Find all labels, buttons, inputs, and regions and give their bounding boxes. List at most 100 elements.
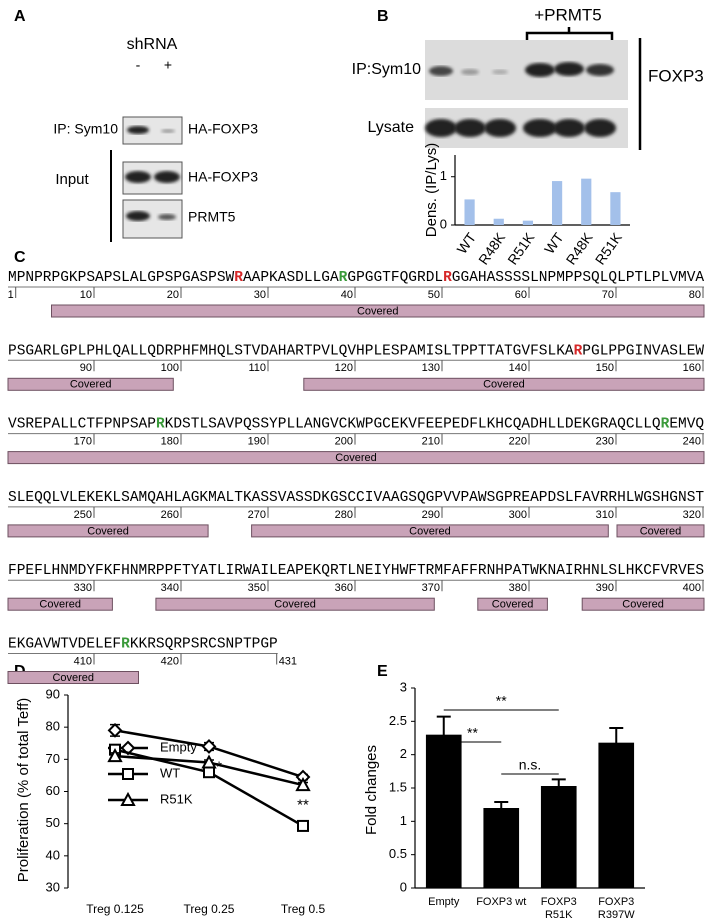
- ruler-label: 160: [683, 362, 701, 374]
- ip-label: IP: Sym10: [53, 121, 118, 137]
- blot: [122, 116, 183, 145]
- ruler-label: 330: [74, 582, 92, 594]
- residue-run: PGLPPGINVASLEW: [582, 343, 704, 359]
- residue-run: AAPKASDLLGA: [243, 270, 339, 286]
- marker: [201, 754, 217, 769]
- sequence: SLEQQLVLEKEKLSAMQAHLAGKMALTKASSVASSDKGSC…: [8, 490, 704, 506]
- sequence: PSGARLGPLPHLQALLQDRPHFMHQLSTVDAHARTPVLQV…: [8, 343, 704, 359]
- bar: [493, 218, 504, 225]
- residue-run: R: [661, 416, 670, 432]
- ruler-label: 80: [689, 289, 701, 301]
- marker: [201, 739, 217, 754]
- panel-label: B: [377, 8, 389, 25]
- covered-bar: [7, 524, 209, 538]
- covered-bar: [251, 524, 609, 538]
- ruler-label: 150: [596, 362, 614, 374]
- ruler-label: 290: [422, 509, 440, 521]
- bar: [581, 178, 592, 225]
- legend-marker: [120, 791, 136, 806]
- ruler-label: 240: [683, 436, 701, 448]
- y-tick-label: 90: [46, 686, 60, 701]
- ruler-label: 50: [428, 289, 440, 301]
- panel-label: A: [14, 8, 26, 25]
- bar: [598, 742, 635, 888]
- y-tick-label: 0.5: [389, 846, 407, 861]
- ruler-label: 130: [422, 362, 440, 374]
- residue-run: GGAHASSSSLNPMPPSQLQLPTLPLVMVA: [452, 270, 705, 286]
- x-tick-label: Treg 0.25: [184, 902, 235, 916]
- covered-bar: [7, 597, 113, 611]
- y-axis-label: Proliferation (% of total Teff): [15, 698, 32, 883]
- x-tick-label: Treg 0.125: [86, 902, 144, 916]
- ruler-label: 310: [596, 509, 614, 521]
- residue-run: MPNPRPGKPSAPSLALGPSPGASPSW: [8, 270, 235, 286]
- ruler-label: 431: [279, 655, 297, 667]
- y-tick-label: 3: [400, 679, 407, 694]
- ruler-label: 110: [248, 362, 266, 374]
- legend-label: WT: [160, 765, 180, 780]
- ruler-label: 20: [167, 289, 179, 301]
- ruler-label: 280: [335, 509, 353, 521]
- ruler-label: 300: [509, 509, 527, 521]
- y-tick-label: 2: [400, 746, 407, 761]
- marker: [203, 766, 215, 779]
- x-tick-label: Empty: [428, 896, 460, 908]
- y-axis-label: Fold changes: [363, 745, 380, 835]
- marker: [107, 748, 123, 763]
- x-tick-label: R48K: [563, 229, 597, 267]
- x-tick-label: R48K: [475, 229, 509, 267]
- residue-run: PSGARLGPLPHLQALLQDRPHFMHQLSTVDAHARTPVLQV…: [8, 343, 574, 359]
- blot: [425, 40, 628, 100]
- ruler-label: 260: [161, 509, 179, 521]
- covered-label: Covered: [274, 599, 316, 611]
- legend-marker: [122, 768, 134, 780]
- ruler-label: 350: [248, 582, 266, 594]
- ruler-label: 100: [161, 362, 179, 374]
- covered-bar: [51, 304, 705, 318]
- residue-run: R: [339, 270, 348, 286]
- residue-run: EKGAVWTVDELEF: [8, 636, 121, 652]
- covered-label: Covered: [409, 525, 451, 537]
- panel-label: E: [377, 663, 388, 680]
- x-tick-label: WT: [453, 229, 479, 256]
- ruler-label: 140: [509, 362, 527, 374]
- ruler-label: 210: [422, 436, 440, 448]
- lane-label: -: [136, 57, 141, 73]
- annotation: *: [216, 758, 222, 775]
- shrna-header: shRNA: [127, 36, 178, 53]
- significance-label: **: [496, 693, 507, 709]
- error-bar: [609, 727, 624, 758]
- significance-label: n.s.: [519, 757, 542, 773]
- x-tick-label: WT: [541, 229, 567, 256]
- y-tick-label: 1: [400, 813, 407, 828]
- x-tick-label: Treg 0.5: [281, 902, 326, 916]
- residue-run: R: [121, 636, 130, 652]
- ruler-label: 410: [74, 655, 92, 667]
- ruler-label: 230: [596, 436, 614, 448]
- covered-bar: [155, 597, 435, 611]
- covered-label: Covered: [357, 305, 399, 317]
- ruler-label: 170: [74, 436, 92, 448]
- covered-label: Covered: [70, 379, 112, 391]
- residue-run: KKRSQRPSRCSNPTPGP: [130, 636, 278, 652]
- covered-bar: [303, 377, 705, 391]
- ruler-label: 1: [8, 289, 14, 301]
- x-tick-label: FOXP3 R51K: [541, 896, 577, 920]
- x-tick-label: R51K: [592, 229, 626, 267]
- marker: [107, 722, 123, 738]
- legend-label: Empty: [160, 739, 197, 754]
- covered-bar: [7, 671, 139, 684]
- input-label: Input: [55, 171, 89, 188]
- lysate-label: Lysate: [367, 119, 414, 136]
- y-tick-label: 1: [440, 168, 447, 183]
- covered-label: Covered: [640, 525, 682, 537]
- marker: [297, 819, 309, 832]
- residue-run: R: [443, 270, 452, 286]
- ruler-label: 390: [596, 582, 614, 594]
- ruler-label: 220: [509, 436, 527, 448]
- covered-label: Covered: [52, 672, 94, 684]
- residue-run: VSREPALLCTFPNPSAP: [8, 416, 156, 432]
- x-tick-label: FOXP3 R397W: [598, 896, 635, 920]
- covered-bar: [7, 451, 705, 465]
- ruler-label: 190: [248, 436, 266, 448]
